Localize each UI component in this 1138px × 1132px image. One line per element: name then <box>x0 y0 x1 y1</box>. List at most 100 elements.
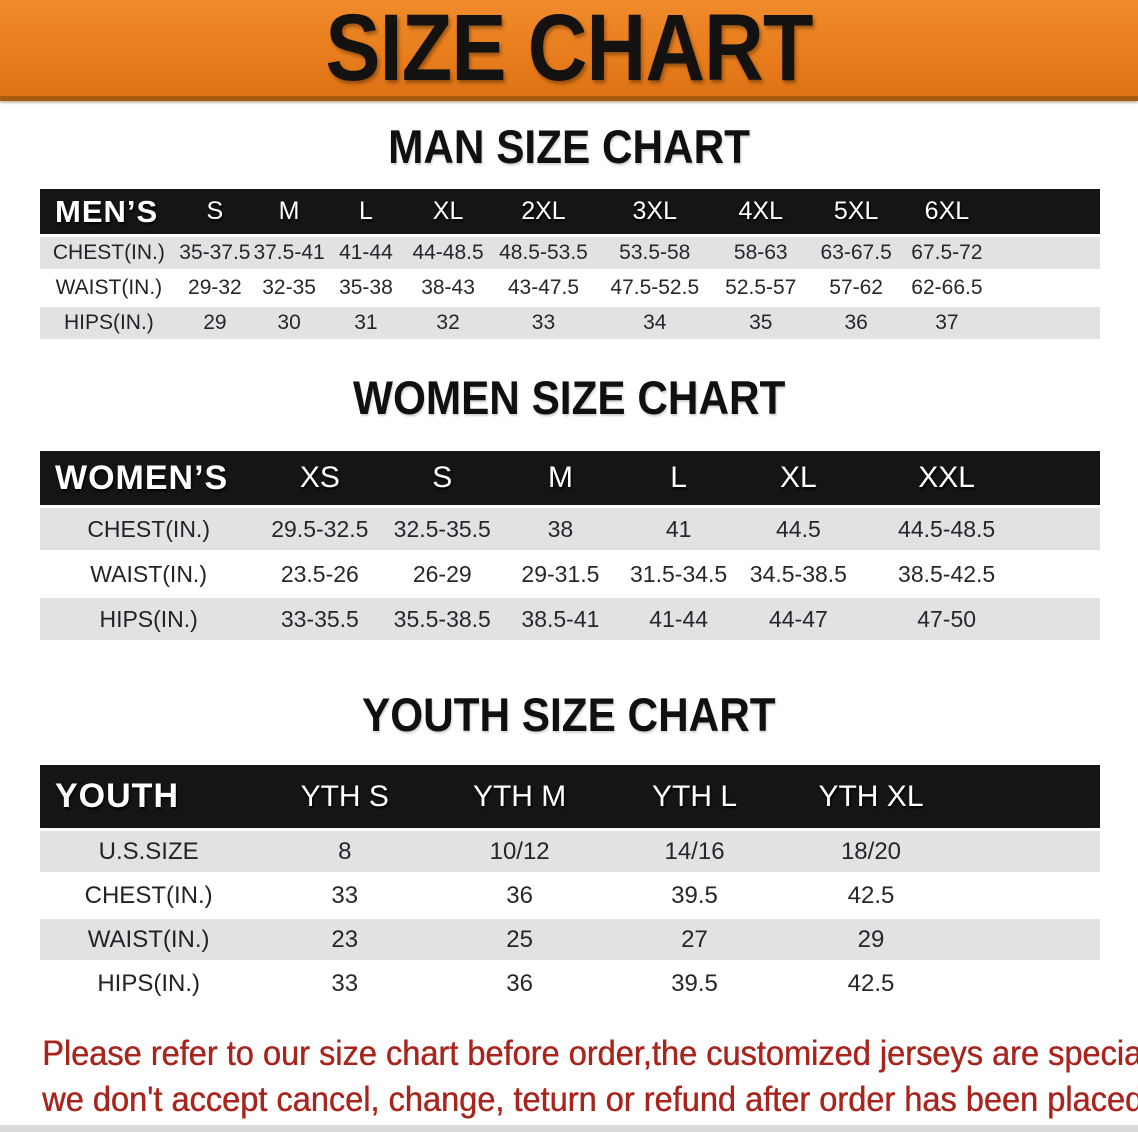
cell-value: 23.5-26 <box>257 553 383 595</box>
column-header: M <box>502 451 619 505</box>
section-heading-text: MAN SIZE CHART <box>388 120 750 173</box>
column-header: 3XL <box>596 189 714 234</box>
disclaimer-note: Please refer to our size chart before or… <box>42 1031 1138 1123</box>
cell-value: 38.5-42.5 <box>858 553 1100 595</box>
table-row: CHEST(IN.) 33 36 39.5 42.5 <box>40 875 1100 916</box>
cell-value: 29-32 <box>177 272 252 304</box>
table-header-row: MEN’S S M L XL 2XL 3XL 4XL 5XL 6XL <box>40 189 1100 234</box>
cell-value: 32 <box>405 307 491 339</box>
table-row: WAIST(IN.) 29-32 32-35 35-38 38-43 43-47.5 47.… <box>40 272 1100 304</box>
section-heading-text: YOUTH SIZE CHART <box>362 688 776 741</box>
column-header: XS <box>257 451 383 505</box>
table-row: CHEST(IN.) 35-37.5 37.5-41 41-44 44-48.5 48.5… <box>40 237 1100 269</box>
cell-value: 44-47 <box>738 598 859 640</box>
cell-value: 25 <box>432 919 608 960</box>
cell-value: 58-63 <box>713 237 809 269</box>
cell-value: 39.5 <box>607 963 782 1004</box>
cell-value: 29 <box>781 919 1100 960</box>
column-header: YTH L <box>607 765 782 828</box>
cell-value: 8 <box>257 831 433 872</box>
column-header: L <box>326 189 406 234</box>
size-chart-banner: SIZE CHART <box>0 0 1138 101</box>
size-chart-sections: MAN SIZE CHART MEN’S S M L XL 2XL 3XL 4XL 5XL 6XL C… <box>0 120 1138 1007</box>
table-header-label: YOUTH <box>40 765 258 828</box>
cell-value: 30 <box>251 307 327 339</box>
cell-value: 26-29 <box>382 553 503 595</box>
cell-value: 39.5 <box>607 875 782 916</box>
cell-value: 44.5-48.5 <box>858 508 1100 550</box>
cell-value: 52.5-57 <box>713 272 809 304</box>
cell-value: 42.5 <box>781 963 1100 1004</box>
cell-value: 33 <box>257 963 433 1004</box>
column-header: 4XL <box>713 189 809 234</box>
cell-value: 33 <box>490 307 597 339</box>
column-header: XL <box>738 451 859 505</box>
column-header: YTH XL <box>781 765 1100 828</box>
cell-value: 42.5 <box>781 875 1100 916</box>
cell-value: 34 <box>596 307 714 339</box>
cell-value: 35.5-38.5 <box>382 598 503 640</box>
cell-value: 37.5-41 <box>251 237 327 269</box>
section-heading-mens: MAN SIZE CHART <box>0 120 1138 173</box>
cell-value: 41 <box>618 508 739 550</box>
column-header: 6XL <box>903 189 1100 234</box>
row-label: WAIST(IN.) <box>40 272 178 304</box>
cell-value: 31.5-34.5 <box>618 553 739 595</box>
cell-value: 32-35 <box>251 272 327 304</box>
column-header: 2XL <box>490 189 597 234</box>
row-label: HIPS(IN.) <box>40 963 258 1004</box>
column-header: L <box>618 451 739 505</box>
row-label: HIPS(IN.) <box>40 598 258 640</box>
cell-value: 35-38 <box>326 272 406 304</box>
row-label: HIPS(IN.) <box>40 307 178 339</box>
cell-value: 35 <box>713 307 809 339</box>
section-heading-womens: WOMEN SIZE CHART <box>0 371 1138 424</box>
cell-value: 29.5-32.5 <box>257 508 383 550</box>
table-header-label: WOMEN’S <box>40 451 258 505</box>
cell-value: 35-37.5 <box>177 237 252 269</box>
row-label: CHEST(IN.) <box>40 237 178 269</box>
bottom-edge-strip <box>0 1125 1138 1132</box>
row-label: WAIST(IN.) <box>40 919 258 960</box>
column-header: YTH S <box>257 765 433 828</box>
cell-value: 47.5-52.5 <box>596 272 714 304</box>
cell-value: 37 <box>903 307 1100 339</box>
section-heading-youth: YOUTH SIZE CHART <box>0 688 1138 741</box>
youth-size-table: YOUTH YTH S YTH M YTH L YTH XL U.S.SIZE 8 10/12… <box>40 762 1100 1007</box>
column-header: YTH M <box>432 765 608 828</box>
row-label: WAIST(IN.) <box>40 553 258 595</box>
cell-value: 53.5-58 <box>596 237 714 269</box>
table-header-row: YOUTH YTH S YTH M YTH L YTH XL <box>40 765 1100 828</box>
cell-value: 10/12 <box>432 831 608 872</box>
table-header-label: MEN’S <box>40 189 178 234</box>
table-header-row: WOMEN’S XS S M L XL XXL <box>40 451 1100 505</box>
column-header: S <box>382 451 503 505</box>
column-header: XXL <box>858 451 1100 505</box>
cell-value: 57-62 <box>808 272 904 304</box>
cell-value: 38-43 <box>405 272 491 304</box>
column-header: M <box>251 189 327 234</box>
column-header: S <box>177 189 252 234</box>
cell-value: 38 <box>502 508 619 550</box>
table-row: HIPS(IN.) 33 36 39.5 42.5 <box>40 963 1100 1004</box>
cell-value: 41-44 <box>618 598 739 640</box>
cell-value: 43-47.5 <box>490 272 597 304</box>
cell-value: 36 <box>432 875 608 916</box>
cell-value: 67.5-72 <box>903 237 1100 269</box>
cell-value: 36 <box>432 963 608 1004</box>
table-row: U.S.SIZE 8 10/12 14/16 18/20 <box>40 831 1100 872</box>
disclaimer-line-2: we don't accept cancel, change, teturn o… <box>42 1080 1138 1119</box>
column-header: 5XL <box>808 189 904 234</box>
cell-value: 63-67.5 <box>808 237 904 269</box>
womens-size-table: WOMEN’S XS S M L XL XXL CHEST(IN.) 29.5-32.5 32.5… <box>40 448 1100 643</box>
cell-value: 48.5-53.5 <box>490 237 597 269</box>
section-heading-text: WOMEN SIZE CHART <box>352 371 786 424</box>
table-row: WAIST(IN.) 23.5-26 26-29 29-31.5 31.5-34.5 34… <box>40 553 1100 595</box>
table-row: WAIST(IN.) 23 25 27 29 <box>40 919 1100 960</box>
cell-value: 38.5-41 <box>502 598 619 640</box>
row-label: CHEST(IN.) <box>40 875 258 916</box>
cell-value: 33-35.5 <box>257 598 383 640</box>
cell-value: 27 <box>607 919 782 960</box>
disclaimer-line-1: Please refer to our size chart before or… <box>42 1034 1138 1073</box>
cell-value: 29 <box>177 307 252 339</box>
